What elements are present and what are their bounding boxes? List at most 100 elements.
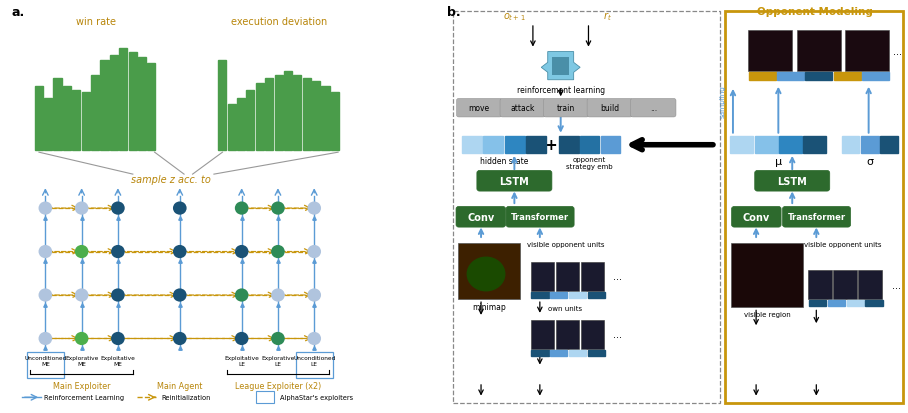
Bar <box>556 320 578 349</box>
Text: $r_t$: $r_t$ <box>603 10 611 23</box>
Circle shape <box>74 332 88 345</box>
Circle shape <box>74 202 88 215</box>
Circle shape <box>308 202 321 215</box>
Circle shape <box>74 289 88 302</box>
Bar <box>808 271 832 299</box>
Bar <box>531 292 548 298</box>
Bar <box>559 137 578 154</box>
Circle shape <box>235 245 249 259</box>
Bar <box>530 320 554 349</box>
Circle shape <box>111 245 124 259</box>
Text: $o_{t+1}$: $o_{t+1}$ <box>503 11 526 23</box>
Text: μ: μ <box>775 157 782 167</box>
Text: own units: own units <box>548 305 582 311</box>
Bar <box>530 262 554 291</box>
Text: Conv: Conv <box>468 212 495 222</box>
Bar <box>568 292 587 298</box>
Bar <box>834 73 861 81</box>
Bar <box>453 12 719 403</box>
Bar <box>601 137 620 154</box>
Bar <box>110 56 118 151</box>
Bar <box>246 90 254 151</box>
Text: hidden state: hidden state <box>479 157 528 166</box>
Circle shape <box>111 332 124 345</box>
Bar <box>804 137 826 154</box>
Circle shape <box>111 289 124 302</box>
Circle shape <box>271 332 285 345</box>
FancyBboxPatch shape <box>456 207 506 228</box>
Circle shape <box>38 202 52 215</box>
Text: Exploitative
ME: Exploitative ME <box>101 355 135 366</box>
Text: train: train <box>558 104 576 113</box>
Text: AlphaStar's exploiters: AlphaStar's exploiters <box>280 394 353 400</box>
Bar <box>846 300 864 306</box>
Bar <box>462 137 482 154</box>
Bar <box>805 73 833 81</box>
Bar <box>218 61 226 151</box>
Bar <box>129 52 137 151</box>
Text: visible opponent units: visible opponent units <box>527 242 604 247</box>
Text: Main Exploiter: Main Exploiter <box>53 381 111 390</box>
Text: League Exploiter (x2): League Exploiter (x2) <box>235 381 321 390</box>
Circle shape <box>173 332 187 345</box>
Circle shape <box>38 289 52 302</box>
FancyBboxPatch shape <box>755 171 830 192</box>
Text: σ: σ <box>866 157 873 167</box>
Bar <box>880 137 898 154</box>
Circle shape <box>74 245 88 259</box>
Text: Unconditioned
LE: Unconditioned LE <box>293 355 335 366</box>
Text: Exploitative
LE: Exploitative LE <box>224 355 259 366</box>
Text: Unconditioned
ME: Unconditioned ME <box>25 355 66 366</box>
Bar <box>568 350 587 356</box>
Text: ...: ... <box>893 47 903 57</box>
Bar <box>748 31 792 72</box>
Bar <box>749 73 775 81</box>
Bar <box>550 292 568 298</box>
Text: move: move <box>469 104 489 113</box>
Polygon shape <box>541 52 580 81</box>
Bar <box>302 79 311 151</box>
Text: +: + <box>544 138 557 153</box>
Text: Opponent Modeling: Opponent Modeling <box>757 7 873 17</box>
Bar <box>505 137 525 154</box>
Bar <box>865 300 883 306</box>
Bar <box>256 84 264 151</box>
Text: b.: b. <box>448 6 461 19</box>
Circle shape <box>308 245 321 259</box>
FancyBboxPatch shape <box>587 99 633 118</box>
Bar <box>730 137 754 154</box>
Bar <box>119 49 127 151</box>
Bar <box>828 300 845 306</box>
Text: Transformer: Transformer <box>511 213 569 222</box>
Bar <box>73 90 80 151</box>
Bar <box>550 350 568 356</box>
Text: ...: ... <box>892 280 901 290</box>
Text: LSTM: LSTM <box>499 176 529 186</box>
Bar <box>587 292 605 298</box>
Text: Transformer: Transformer <box>787 213 845 222</box>
Text: execution deviation: execution deviation <box>232 17 328 26</box>
FancyBboxPatch shape <box>506 207 574 228</box>
Bar <box>458 244 520 299</box>
Polygon shape <box>552 58 569 76</box>
Bar <box>265 79 273 151</box>
Bar <box>777 73 804 81</box>
Circle shape <box>308 332 321 345</box>
Text: sample z acc. to: sample z acc. to <box>132 175 212 185</box>
Bar <box>580 137 599 154</box>
Circle shape <box>111 202 124 215</box>
Text: ...: ... <box>650 104 656 113</box>
Bar <box>321 87 330 151</box>
Circle shape <box>235 332 249 345</box>
Bar <box>531 350 548 356</box>
Bar <box>797 31 841 72</box>
Bar <box>91 76 99 151</box>
Text: visible region: visible region <box>744 311 790 317</box>
Bar <box>63 87 71 151</box>
Circle shape <box>173 289 187 302</box>
FancyBboxPatch shape <box>544 99 589 118</box>
Bar <box>731 244 803 308</box>
Bar <box>580 320 604 349</box>
Text: visible opponent units: visible opponent units <box>804 242 882 247</box>
Bar <box>556 262 578 291</box>
